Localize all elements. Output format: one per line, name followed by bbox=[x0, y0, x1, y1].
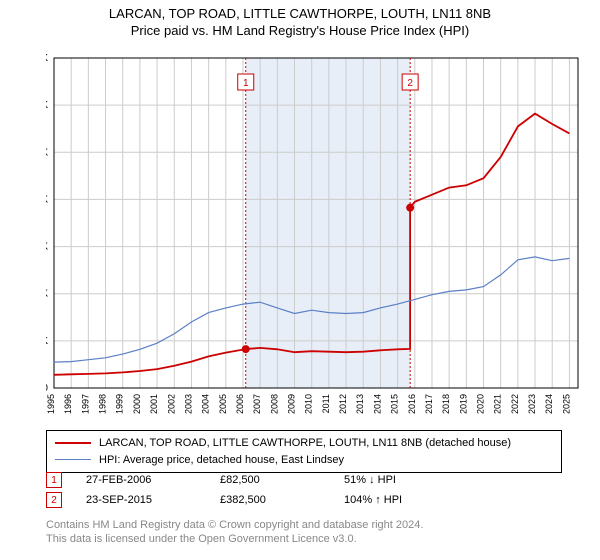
svg-text:1: 1 bbox=[243, 78, 249, 89]
svg-text:2013: 2013 bbox=[355, 394, 365, 414]
event-marker-box: 1 bbox=[46, 472, 62, 488]
svg-text:2: 2 bbox=[407, 78, 413, 89]
svg-text:2007: 2007 bbox=[252, 394, 262, 414]
svg-text:2005: 2005 bbox=[218, 394, 228, 414]
svg-text:2006: 2006 bbox=[235, 394, 245, 414]
event-date: 23-SEP-2015 bbox=[86, 494, 196, 506]
legend-swatch bbox=[55, 459, 91, 460]
events-table: 1 27-FEB-2006 £82,500 51% ↓ HPI 2 23-SEP-2015… bbox=[46, 472, 454, 512]
svg-text:2019: 2019 bbox=[458, 394, 468, 414]
svg-text:1996: 1996 bbox=[63, 394, 73, 414]
legend-row: HPI: Average price, detached house, East… bbox=[55, 452, 553, 469]
footer-note: Contains HM Land Registry data © Crown c… bbox=[46, 518, 423, 547]
svg-text:2012: 2012 bbox=[338, 394, 348, 414]
title-line2: Price paid vs. HM Land Registry's House … bbox=[0, 23, 600, 38]
legend-swatch bbox=[55, 442, 91, 444]
svg-text:2002: 2002 bbox=[166, 394, 176, 414]
svg-text:1999: 1999 bbox=[115, 394, 125, 414]
svg-text:2016: 2016 bbox=[407, 394, 417, 414]
footer-line2: This data is licensed under the Open Gov… bbox=[46, 532, 423, 546]
event-row: 1 27-FEB-2006 £82,500 51% ↓ HPI bbox=[46, 472, 454, 488]
svg-text:£700K: £700K bbox=[46, 53, 48, 64]
event-marker-box: 2 bbox=[46, 492, 62, 508]
svg-text:2014: 2014 bbox=[372, 394, 382, 414]
price-chart: £0 £100K £200K £300K £400K £500K £600K £700K 199… bbox=[46, 50, 586, 420]
svg-text:£600K: £600K bbox=[46, 100, 48, 111]
svg-text:2025: 2025 bbox=[561, 394, 571, 414]
legend: LARCAN, TOP ROAD, LITTLE CAWTHORPE, LOUT… bbox=[46, 430, 562, 473]
svg-text:2001: 2001 bbox=[149, 394, 159, 414]
event-pct: 104% ↑ HPI bbox=[344, 494, 454, 506]
svg-text:2022: 2022 bbox=[510, 394, 520, 414]
svg-text:2021: 2021 bbox=[493, 394, 503, 414]
svg-text:1997: 1997 bbox=[80, 394, 90, 414]
title-line1: LARCAN, TOP ROAD, LITTLE CAWTHORPE, LOUT… bbox=[0, 6, 600, 21]
svg-text:2017: 2017 bbox=[424, 394, 434, 414]
event-price: £82,500 bbox=[220, 474, 320, 486]
title-block: LARCAN, TOP ROAD, LITTLE CAWTHORPE, LOUT… bbox=[0, 0, 600, 38]
svg-text:2008: 2008 bbox=[269, 394, 279, 414]
svg-text:2020: 2020 bbox=[476, 394, 486, 414]
svg-text:£400K: £400K bbox=[46, 194, 48, 205]
svg-text:2000: 2000 bbox=[132, 394, 142, 414]
legend-row: LARCAN, TOP ROAD, LITTLE CAWTHORPE, LOUT… bbox=[55, 435, 553, 452]
footer-line1: Contains HM Land Registry data © Crown c… bbox=[46, 518, 423, 532]
svg-text:2004: 2004 bbox=[201, 394, 211, 414]
svg-text:2024: 2024 bbox=[544, 394, 554, 414]
event-row: 2 23-SEP-2015 £382,500 104% ↑ HPI bbox=[46, 492, 454, 508]
chart-container: LARCAN, TOP ROAD, LITTLE CAWTHORPE, LOUT… bbox=[0, 0, 600, 560]
svg-text:£300K: £300K bbox=[46, 242, 48, 253]
svg-text:2018: 2018 bbox=[441, 394, 451, 414]
svg-text:1998: 1998 bbox=[98, 394, 108, 414]
svg-text:£0: £0 bbox=[46, 383, 48, 394]
event-pct: 51% ↓ HPI bbox=[344, 474, 454, 486]
svg-text:£200K: £200K bbox=[46, 289, 48, 300]
legend-label: LARCAN, TOP ROAD, LITTLE CAWTHORPE, LOUT… bbox=[99, 435, 511, 452]
svg-text:£100K: £100K bbox=[46, 336, 48, 347]
svg-text:1995: 1995 bbox=[46, 394, 56, 414]
svg-text:2010: 2010 bbox=[304, 394, 314, 414]
svg-text:2003: 2003 bbox=[183, 394, 193, 414]
svg-text:£500K: £500K bbox=[46, 147, 48, 158]
svg-text:2023: 2023 bbox=[527, 394, 537, 414]
event-price: £382,500 bbox=[220, 494, 320, 506]
svg-text:2011: 2011 bbox=[321, 394, 331, 413]
svg-text:2015: 2015 bbox=[390, 394, 400, 414]
legend-label: HPI: Average price, detached house, East… bbox=[99, 452, 344, 469]
event-date: 27-FEB-2006 bbox=[86, 474, 196, 486]
svg-text:2009: 2009 bbox=[287, 394, 297, 414]
